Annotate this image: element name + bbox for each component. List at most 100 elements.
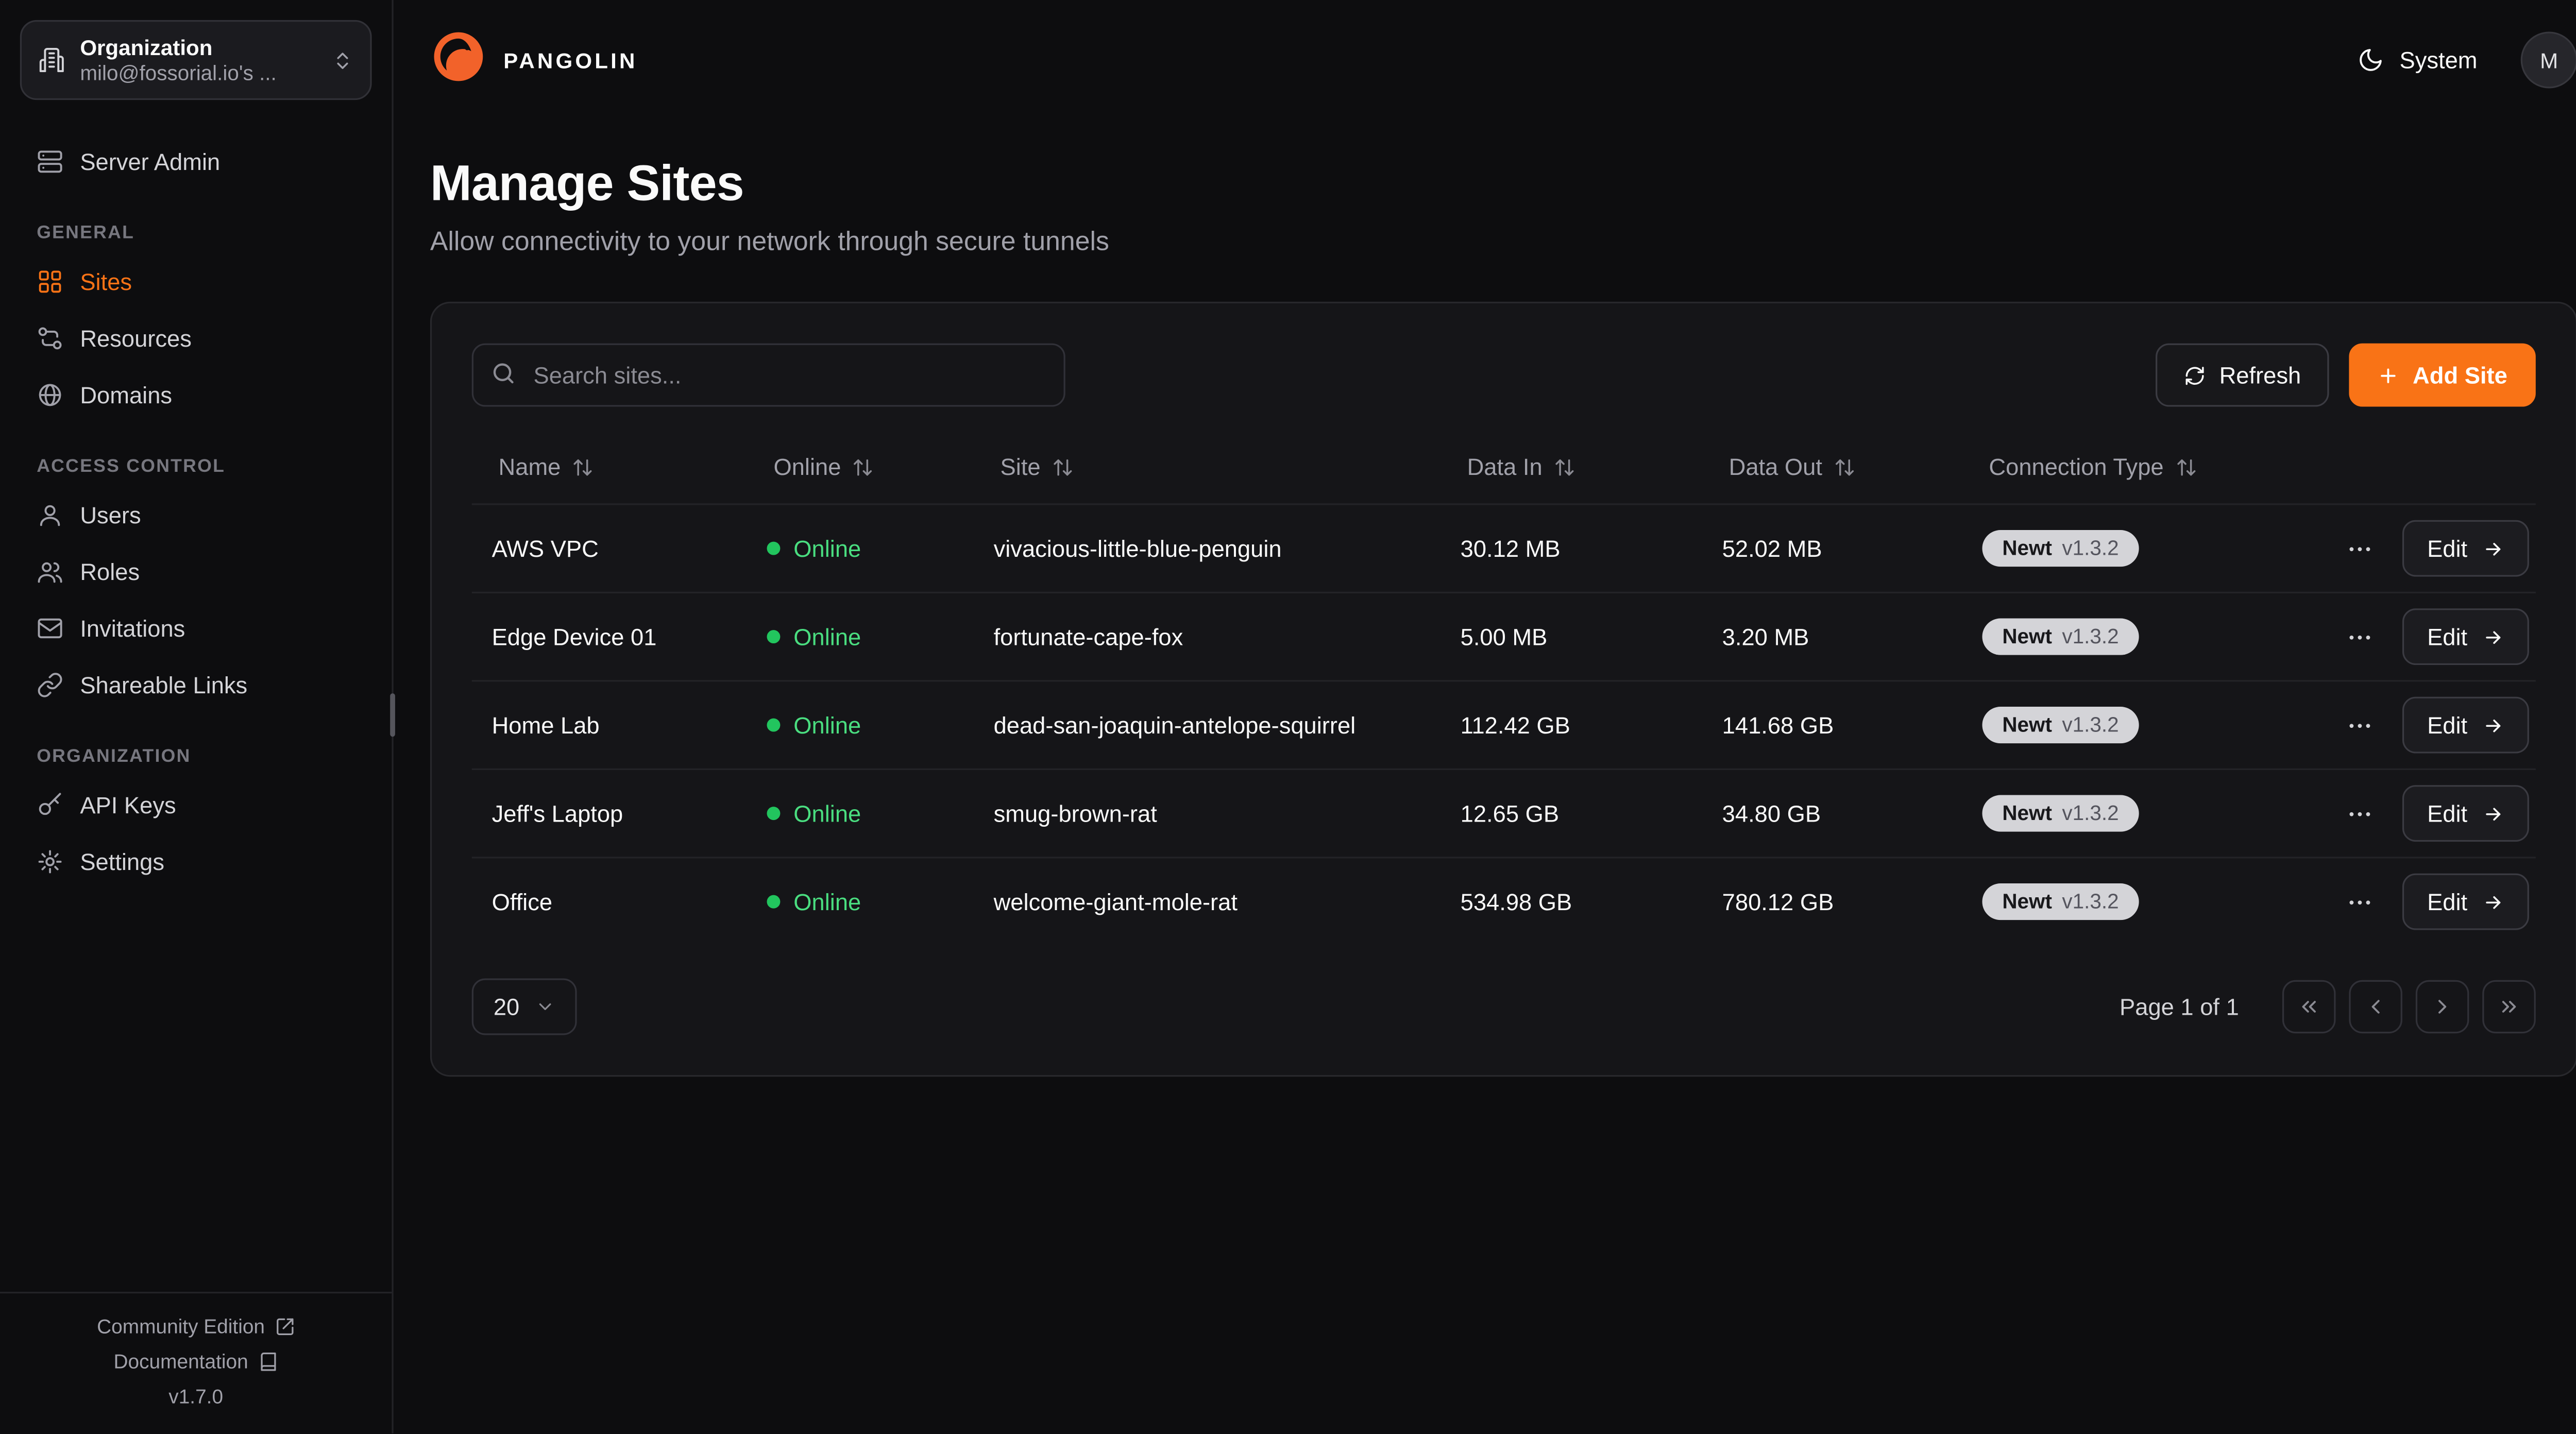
column-header-online[interactable]: Online (747, 453, 974, 480)
site-slug-cell: dead-san-joaquin-antelope-squirrel (993, 711, 1356, 739)
community-edition-label: Community Edition (97, 1315, 265, 1339)
org-selector[interactable]: Organization milo@fossorial.io's ... (20, 20, 372, 100)
sidebar-item-sites[interactable]: Sites (20, 254, 372, 311)
workflow-icon (37, 326, 63, 352)
edit-button[interactable]: Edit (2402, 696, 2529, 754)
sidebar-item-shareable-links[interactable]: Shareable Links (20, 657, 372, 714)
add-site-button[interactable]: Add Site (2349, 343, 2536, 407)
connection-version: v1.3.2 (2062, 625, 2119, 648)
search-wrap (471, 343, 1065, 407)
site-slug-cell: smug-brown-rat (993, 800, 1157, 827)
avatar-initial: M (2540, 47, 2558, 73)
users-icon (37, 559, 63, 586)
column-label: Site (1000, 453, 1041, 480)
connection-type-badge: Newt v1.3.2 (1982, 883, 2139, 920)
row-menu-button[interactable] (2339, 616, 2381, 658)
edit-button[interactable]: Edit (2402, 520, 2529, 577)
sidebar-item-label: Invitations (80, 615, 185, 642)
page-info: Page 1 of 1 (2120, 993, 2239, 1020)
edit-button[interactable]: Edit (2402, 785, 2529, 842)
refresh-button[interactable]: Refresh (2156, 343, 2330, 407)
online-dot-icon (767, 807, 781, 821)
sort-icon (853, 456, 874, 477)
chevrons-right-icon (2502, 1001, 2516, 1013)
data-in-cell: 30.12 MB (1460, 535, 1561, 562)
column-header-site[interactable]: Site (974, 453, 1440, 480)
documentation-link[interactable]: Documentation (113, 1350, 278, 1373)
last-page-button[interactable] (2482, 980, 2536, 1034)
avatar[interactable]: M (2520, 31, 2576, 89)
online-label: Online (793, 711, 861, 739)
online-label: Online (793, 888, 861, 915)
data-out-cell: 141.68 GB (1722, 711, 1834, 739)
sidebar-item-roles[interactable]: Roles (20, 544, 372, 601)
data-in-cell: 112.42 GB (1460, 711, 1570, 739)
row-menu-button[interactable] (2339, 881, 2381, 923)
edit-button[interactable]: Edit (2402, 608, 2529, 665)
site-name-cell: AWS VPC (492, 535, 599, 562)
row-menu-button[interactable] (2339, 527, 2381, 569)
data-in-cell: 534.98 GB (1460, 888, 1572, 915)
arrow-right-icon (2482, 803, 2504, 824)
online-status-cell: Online (747, 712, 974, 739)
column-header-data-in[interactable]: Data In (1440, 453, 1702, 480)
online-label: Online (793, 535, 861, 562)
sidebar-item-label: Server Admin (80, 148, 221, 176)
sidebar-item-label: Domains (80, 382, 173, 409)
chevrons-left-icon (2302, 1001, 2316, 1013)
user-icon (37, 502, 63, 529)
main-area: PANGOLIN System M Manage Sites Allow con… (394, 0, 2576, 1433)
search-icon (490, 360, 517, 387)
connection-type-cell: Newt v1.3.2 (1962, 530, 2279, 567)
sort-icon (572, 456, 594, 477)
sort-icon (1834, 456, 1856, 477)
org-value: milo@fossorial.io's ... (80, 62, 277, 86)
arrow-right-icon (2482, 891, 2504, 913)
sidebar-item-label: Shareable Links (80, 672, 248, 699)
sidebar-item-label: Roles (80, 558, 140, 586)
sidebar-item-server-admin[interactable]: Server Admin (20, 134, 372, 191)
theme-toggle-button[interactable]: System (2348, 45, 2487, 75)
community-edition-link[interactable]: Community Edition (97, 1315, 295, 1338)
column-header-connection-type[interactable]: Connection Type (1962, 453, 2279, 480)
site-slug-cell: vivacious-little-blue-penguin (993, 535, 1282, 562)
sidebar-item-invitations[interactable]: Invitations (20, 601, 372, 657)
key-icon (37, 792, 63, 819)
edit-label: Edit (2427, 623, 2468, 651)
first-page-button[interactable] (2282, 980, 2336, 1034)
documentation-label: Documentation (113, 1350, 248, 1374)
row-actions: Edit (2279, 696, 2535, 754)
connection-type-cell: Newt v1.3.2 (1962, 795, 2279, 832)
sites-card: Refresh Add Site Name (430, 301, 2576, 1077)
search-input[interactable] (471, 343, 1065, 407)
nav-section-organization: ORGANIZATION (37, 747, 191, 767)
add-site-label: Add Site (2413, 362, 2507, 388)
column-header-data-out[interactable]: Data Out (1702, 453, 1962, 480)
page-title: Manage Sites (430, 157, 744, 212)
previous-page-button[interactable] (2349, 980, 2402, 1034)
online-status-cell: Online (747, 623, 974, 650)
sidebar-item-settings[interactable]: Settings (20, 834, 372, 891)
sidebar-item-users[interactable]: Users (20, 487, 372, 544)
sidebar-item-api-keys[interactable]: API Keys (20, 777, 372, 834)
connection-type-cell: Newt v1.3.2 (1962, 883, 2279, 920)
table-row: Home Lab Online dead-san-joaquin-antelop… (471, 680, 2536, 769)
connection-type-cell: Newt v1.3.2 (1962, 618, 2279, 655)
online-dot-icon (767, 895, 781, 909)
row-menu-button[interactable] (2339, 793, 2381, 834)
column-header-name[interactable]: Name (472, 453, 747, 480)
site-name-cell: Edge Device 01 (492, 623, 657, 651)
chevron-left-icon (2371, 1000, 2380, 1014)
table-row: AWS VPC Online vivacious-little-blue-pen… (471, 503, 2536, 592)
edit-button[interactable]: Edit (2402, 873, 2529, 930)
sidebar-item-domains[interactable]: Domains (20, 367, 372, 424)
online-dot-icon (767, 630, 781, 644)
page-content: Manage Sites Allow connectivity to your … (394, 120, 2576, 1114)
next-page-button[interactable] (2415, 980, 2469, 1034)
page-subtitle: Allow connectivity to your network throu… (430, 228, 1109, 257)
sidebar-item-resources[interactable]: Resources (20, 311, 372, 367)
page-size-select[interactable]: 20 (471, 978, 577, 1035)
sites-toolbar: Refresh Add Site (471, 343, 2536, 407)
row-menu-button[interactable] (2339, 704, 2381, 746)
sidebar-resize-handle[interactable] (390, 693, 395, 737)
